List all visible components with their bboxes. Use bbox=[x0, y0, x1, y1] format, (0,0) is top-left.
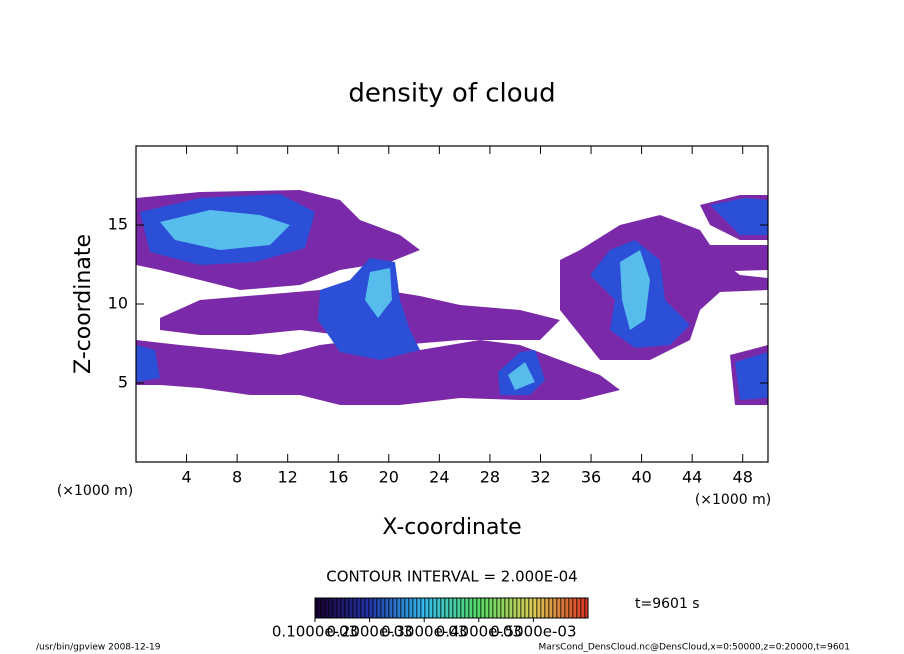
x-tick-label: 20 bbox=[379, 468, 399, 487]
colorbar bbox=[314, 597, 589, 619]
x-unit-left: (×1000 m) bbox=[57, 483, 133, 499]
colorbar-stripes bbox=[315, 598, 588, 618]
x-tick-label: 4 bbox=[181, 468, 191, 487]
colorbar-tick-label: 0.1000e-03 bbox=[272, 623, 358, 641]
y-tick-label: 15 bbox=[108, 215, 128, 234]
footer-right: MarsCond_DensCloud.nc@DensCloud,x=0:5000… bbox=[539, 643, 851, 653]
y-tick-label: 10 bbox=[108, 294, 128, 313]
x-tick-label: 12 bbox=[278, 468, 298, 487]
x-tick-label: 16 bbox=[328, 468, 348, 487]
colorbar-ticks: 0.1000e-030.2000e-030.3000e-030.4000e-03… bbox=[272, 618, 577, 641]
colorbar-tick-label: 0.5000e-03 bbox=[490, 623, 576, 641]
x-tick-label: 40 bbox=[631, 468, 651, 487]
contour-interval: CONTOUR INTERVAL = 2.000E-04 bbox=[326, 568, 577, 586]
x-tick-label: 44 bbox=[682, 468, 702, 487]
x-unit-right: (×1000 m) bbox=[695, 492, 771, 508]
x-tick-label: 48 bbox=[733, 468, 753, 487]
x-tick-label: 28 bbox=[480, 468, 500, 487]
x-tick-label: 8 bbox=[232, 468, 242, 487]
y-axis-label: Z-coordinate bbox=[71, 234, 96, 374]
colorbar-frame bbox=[314, 597, 589, 619]
colorbar-tick-label: 0.3000e-03 bbox=[381, 623, 467, 641]
x-tick-label: 36 bbox=[581, 468, 601, 487]
y-tick-label: 5 bbox=[118, 373, 128, 392]
contour-field bbox=[136, 190, 768, 405]
chart-title: density of cloud bbox=[348, 79, 555, 109]
footer-left: /usr/bin/gpview 2008-12-19 bbox=[36, 643, 161, 653]
x-tick-label: 32 bbox=[530, 468, 550, 487]
x-axis-label: X-coordinate bbox=[382, 515, 521, 540]
x-tick-label: 24 bbox=[429, 468, 449, 487]
time-label: t=9601 s bbox=[635, 596, 700, 612]
colorbar-tick-label: 0.2000e-03 bbox=[326, 623, 412, 641]
colorbar-tick-label: 0.4000e-03 bbox=[436, 623, 522, 641]
